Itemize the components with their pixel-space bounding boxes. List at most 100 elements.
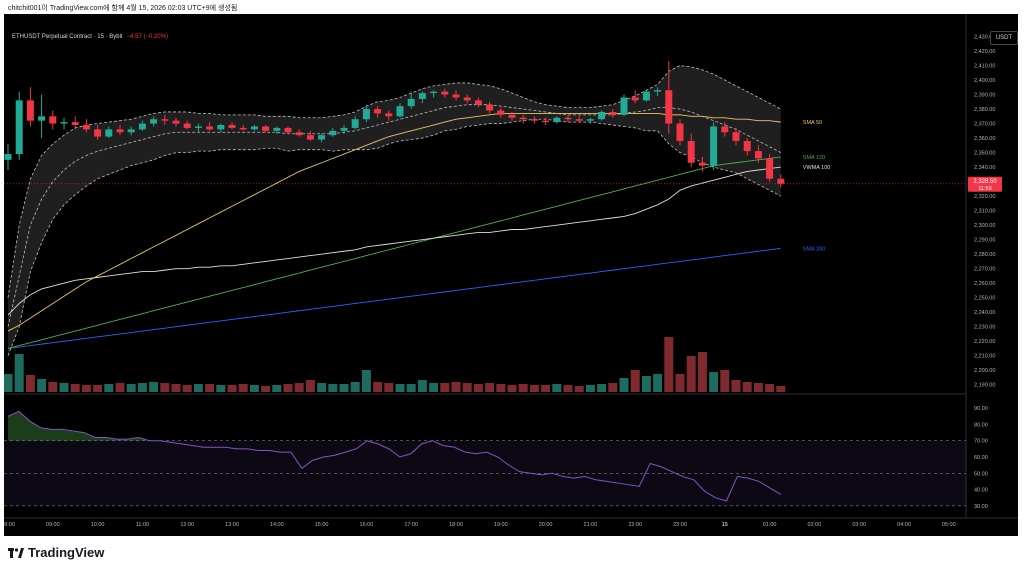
candle-body	[564, 117, 572, 120]
volume-bar	[126, 384, 136, 392]
chart-legend: ETHUSDT Perpetual Contract · 15 · Bybit −…	[12, 34, 168, 40]
candle-body	[508, 114, 516, 118]
price-axis-tick-label: 2,220.00	[974, 339, 995, 345]
volume-bar	[563, 385, 573, 392]
price-axis-tick-label: 2,230.00	[974, 325, 995, 331]
volume-bar	[406, 384, 416, 392]
volume-bar	[14, 354, 24, 392]
bollinger-upper-line	[7, 65, 781, 298]
candle-body	[217, 125, 225, 130]
time-axis-tick-label: 22:00	[628, 522, 642, 528]
price-axis-tick-label: 2,390.00	[974, 93, 995, 99]
candle-body	[497, 110, 505, 115]
volume-bar	[238, 384, 248, 392]
time-axis-tick-label: 05:00	[942, 522, 956, 528]
price-chart[interactable]: SMA 50 VWMA 100 SMA 120 SMA 200 30.00 40.00 5…	[4, 14, 1018, 536]
volume-bar	[619, 378, 629, 392]
rsi-axis-tick-label: 60.00	[974, 455, 988, 461]
volume-bar	[81, 385, 91, 392]
volume-bar	[742, 382, 752, 392]
candle-body	[721, 126, 729, 133]
time-axis-tick-label: 21:00	[584, 522, 598, 528]
bollinger-band-fill	[8, 65, 781, 356]
last-price-badge	[968, 176, 1002, 192]
volume-bar	[574, 386, 584, 392]
volume-bar	[709, 372, 719, 392]
volume-bar	[205, 384, 215, 392]
currency-selector[interactable]: USDT	[990, 31, 1018, 45]
time-axis-tick-label: 09:00	[46, 522, 60, 528]
candle-body	[766, 158, 774, 179]
volume-bar	[451, 382, 461, 392]
bollinger-lower-line	[7, 118, 781, 356]
price-axis-tick-label: 2,280.00	[974, 252, 995, 258]
candle-body	[575, 119, 583, 121]
candle-body	[105, 129, 113, 137]
series-label-sma200: SMA 200	[803, 246, 825, 252]
price-axis-tick-label: 2,210.00	[974, 354, 995, 360]
price-axis-tick-label: 2,370.00	[974, 122, 995, 128]
candle-body	[284, 127, 292, 133]
candle-body	[329, 130, 337, 136]
candle-body	[161, 119, 169, 121]
price-axis-tick-label: 2,410.00	[974, 64, 995, 70]
price-axis-tick-label: 2,260.00	[974, 281, 995, 287]
moving-average-layer: SMA 50 VWMA 100 SMA 120 SMA 200	[7, 112, 830, 349]
candle-body	[687, 140, 695, 163]
volume-bar	[529, 385, 539, 392]
chart-frame[interactable]: SMA 50 VWMA 100 SMA 120 SMA 200 30.00 40.00 5…	[4, 14, 1018, 536]
candle-body	[519, 117, 527, 120]
candle-body	[620, 97, 628, 115]
volume-bar	[765, 384, 775, 392]
candle-body	[38, 116, 46, 121]
volume-bar	[731, 380, 741, 392]
candle-body	[385, 113, 393, 117]
price-axis-tick-label: 2,400.00	[974, 78, 995, 84]
volume-bar	[317, 383, 327, 392]
legend-title: ETHUSDT Perpetual Contract · 15 · Bybit	[12, 34, 123, 40]
candle-body	[94, 129, 102, 137]
price-axis-tick-label: 2,200.00	[974, 368, 995, 374]
brand-name: TradingView	[28, 545, 105, 560]
price-axis-tick-label: 2,190.00	[974, 383, 995, 389]
candle-body	[82, 125, 90, 130]
candle-body	[463, 97, 471, 101]
time-axis-tick-label: 13:00	[225, 522, 239, 528]
price-axis-tick-label: 2,250.00	[974, 296, 995, 302]
bar-countdown-label: 11:59	[978, 186, 991, 192]
price-axis-tick-label: 2,300.00	[974, 223, 995, 229]
price-axis-tick-label: 2,360.00	[974, 136, 995, 142]
time-axis-tick-label: 18:00	[449, 522, 463, 528]
volume-bar	[294, 383, 304, 392]
volume-bar	[585, 385, 595, 392]
candle-body	[127, 129, 135, 133]
price-axis-tick-label: 2,420.00	[974, 49, 995, 55]
volume-bar	[507, 385, 517, 392]
candle-body	[486, 104, 494, 111]
volume-bar	[485, 383, 495, 392]
volume-bar	[93, 385, 103, 392]
volume-bar	[630, 370, 640, 392]
volume-bar	[193, 384, 203, 392]
rsi-axis-tick-label: 30.00	[974, 504, 988, 510]
candle-body	[710, 126, 718, 166]
volume-bar	[664, 337, 674, 392]
volume-bar	[361, 370, 371, 392]
volume-bar	[283, 384, 293, 392]
candle-body	[26, 100, 34, 121]
price-axis-tick-label: 2,320.00	[974, 194, 995, 200]
candle-body	[49, 116, 57, 124]
volume-bar	[328, 384, 338, 392]
candle-body	[553, 117, 561, 123]
volume-bar	[753, 383, 763, 392]
volume-bar	[597, 384, 607, 392]
volume-bar	[473, 384, 483, 392]
volume-bar	[395, 384, 405, 392]
candle-layer	[4, 61, 785, 188]
volume-bar	[70, 384, 80, 392]
price-axis-tick-label: 2,310.00	[974, 209, 995, 215]
candle-body	[631, 97, 639, 101]
candle-body	[138, 123, 146, 130]
candle-body	[777, 178, 785, 184]
volume-bar	[518, 384, 528, 392]
